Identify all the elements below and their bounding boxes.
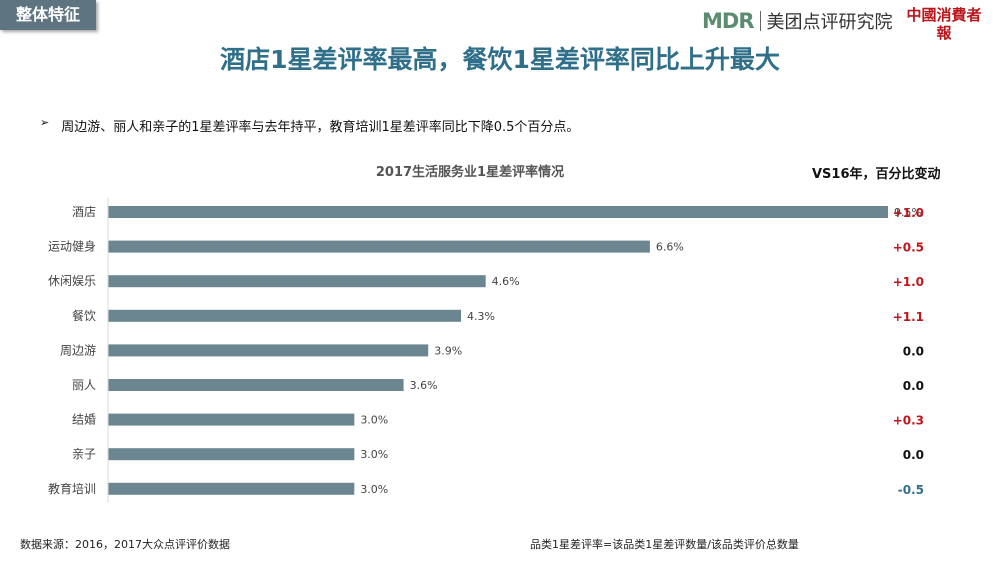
value-label: 9.5% [894, 206, 922, 219]
change-value: +0.3 [893, 414, 924, 428]
summary-text: 周边游、丽人和亲子的1星差评率与去年持平，教育培训1星差评率同比下降0.5个百分… [61, 120, 580, 135]
value-label: 3.0% [360, 414, 388, 427]
consumer-newspaper-logo: 中國消費者報 [906, 6, 982, 42]
newspaper-name: 中國消費者報 [906, 6, 982, 42]
bar-6 [108, 379, 404, 391]
change-value: +0.5 [893, 241, 924, 255]
change-value: +1.0 [893, 206, 924, 220]
chart-title: 2017生活服务业1星差评率情况 [376, 164, 564, 180]
section-tag: 整体特征 [0, 0, 96, 30]
category-label: 周边游 [60, 343, 96, 357]
summary-bullet: ➢ 周边游、丽人和亲子的1星差评率与去年持平，教育培训1星差评率同比下降0.5个… [40, 116, 579, 135]
mdr-institute-name: 美团点评研究院 [766, 12, 893, 33]
category-label: 餐饮 [72, 308, 96, 323]
change-value: +1.1 [893, 310, 924, 324]
category-label: 运动健身 [48, 239, 96, 254]
data-source-note: 数据来源：2016，2017大众点评评价数据 [20, 538, 230, 551]
bar-9 [108, 482, 355, 495]
change-column-header: VS16年，百分比变动 [812, 167, 941, 182]
change-value: 0.0 [903, 344, 924, 358]
category-label: 丽人 [72, 378, 96, 392]
value-label: 3.6% [410, 379, 438, 392]
bar-8 [108, 448, 355, 461]
bar-1 [108, 206, 888, 218]
category-label: 教育培训 [48, 481, 96, 496]
category-label: 亲子 [72, 447, 96, 461]
change-value: 0.0 [903, 448, 924, 462]
definition-note: 品类1星差评率=该品类1星差评数量/该品类评价总数量 [530, 538, 799, 551]
mdr-mark: MDR [702, 9, 754, 33]
arrow-bullet-icon: ➢ [40, 116, 50, 129]
value-label: 3.0% [360, 483, 388, 496]
value-label: 6.6% [656, 241, 684, 254]
change-value: +1.0 [893, 275, 924, 289]
bar-4 [108, 309, 462, 322]
category-label: 酒店 [72, 205, 96, 219]
category-label: 结婚 [72, 413, 96, 427]
value-label: 3.9% [434, 344, 462, 357]
bar-7 [108, 413, 355, 426]
value-label: 4.6% [492, 275, 520, 288]
category-label: 休闲娱乐 [48, 274, 96, 288]
mdr-logo: MDR 美团点评研究院 [702, 8, 893, 34]
logo-divider [759, 11, 761, 31]
bar-3 [108, 275, 486, 288]
change-value: 0.0 [903, 379, 924, 393]
bar-2 [108, 240, 650, 253]
value-label: 4.3% [467, 310, 495, 323]
bar-5 [108, 344, 429, 357]
page-title: 酒店1星差评率最高，餐饮1星差评率同比上升最大 [220, 45, 780, 74]
change-value: -0.5 [898, 483, 924, 497]
value-label: 3.0% [360, 448, 388, 461]
